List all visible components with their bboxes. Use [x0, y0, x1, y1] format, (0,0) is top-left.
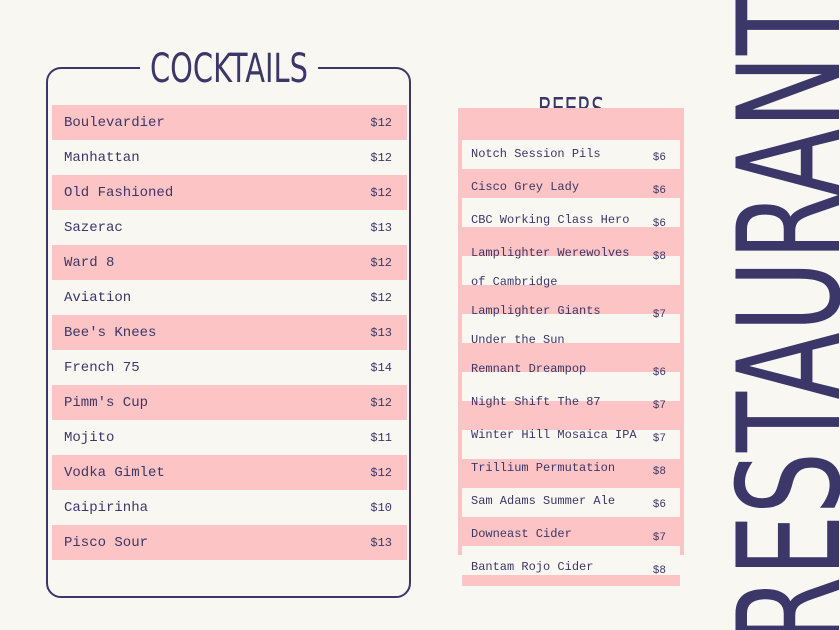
- cocktail-row: Pimm's Cup $12: [52, 385, 407, 420]
- beer-name: Trillium Permutation: [471, 461, 616, 475]
- cocktail-price: $13: [370, 220, 392, 235]
- cocktail-name: Bee's Knees: [64, 324, 157, 341]
- cocktail-row: Manhattan $12: [52, 140, 407, 175]
- beer-row: Cisco Grey Lady $6: [462, 173, 680, 206]
- cocktail-name: Ward 8: [64, 254, 115, 271]
- beer-row: Lamplighter Werewolves of Cambridge $8: [462, 239, 680, 297]
- beer-row: Remnant Dreampop $6: [462, 355, 680, 388]
- beer-price: $7: [652, 309, 666, 321]
- beer-row: Lamplighter Giants Under the Sun $7: [462, 297, 680, 355]
- beer-price: $6: [652, 152, 666, 164]
- cocktail-price: $13: [370, 535, 392, 550]
- cocktail-price: $12: [370, 290, 392, 305]
- cocktail-row: Bee's Knees $13: [52, 315, 407, 350]
- beer-name: Winter Hill Mosaica IPA: [471, 428, 637, 442]
- beer-price: $8: [652, 565, 666, 577]
- beer-price: $7: [652, 433, 666, 445]
- cocktail-name: Old Fashioned: [64, 184, 174, 201]
- beer-price: $8: [652, 466, 666, 478]
- cocktail-row: French 75 $14: [52, 350, 407, 385]
- cocktail-price: $12: [370, 150, 392, 165]
- beer-name: CBC Working Class Hero: [471, 213, 630, 227]
- beer-name: Cisco Grey Lady: [471, 180, 580, 194]
- cocktail-list: Boulevardier $12 Manhattan $12 Old Fashioned…: [52, 105, 407, 560]
- cocktail-price: $10: [370, 500, 392, 515]
- cocktail-name: Vodka Gimlet: [64, 464, 165, 481]
- cocktail-row: Old Fashioned $12: [52, 175, 407, 210]
- cocktail-price: $12: [370, 255, 392, 270]
- beer-name: Bantam Rojo Cider: [471, 560, 594, 574]
- cocktail-row: Boulevardier $12: [52, 105, 407, 140]
- cocktail-price: $12: [370, 395, 392, 410]
- cocktail-row: Vodka Gimlet $12: [52, 455, 407, 490]
- cocktail-price: $13: [370, 325, 392, 340]
- beer-name: Lamplighter Werewolves of Cambridge: [471, 246, 630, 289]
- beer-name: Sam Adams Summer Ale: [471, 494, 616, 508]
- beer-name: Notch Session Pils: [471, 147, 601, 161]
- beer-name: Night Shift The 87: [471, 395, 601, 409]
- beer-list: Notch Session Pils $6 Cisco Grey Lady $6 CBC…: [462, 140, 680, 586]
- beer-name: Remnant Dreampop: [471, 362, 587, 376]
- beer-price: $7: [652, 400, 666, 412]
- beer-row: Bantam Rojo Cider $8: [462, 553, 680, 586]
- cocktail-row: Aviation $12: [52, 280, 407, 315]
- title-gap: [140, 55, 318, 85]
- beer-price: $6: [652, 218, 666, 230]
- cocktail-name: Boulevardier: [64, 114, 165, 131]
- cocktail-name: Pisco Sour: [64, 534, 149, 551]
- beer-row: Sam Adams Summer Ale $6: [462, 487, 680, 520]
- cocktail-price: $14: [370, 360, 392, 375]
- beer-row: Night Shift The 87 $7: [462, 388, 680, 421]
- beer-row: Downeast Cider $7: [462, 520, 680, 553]
- cocktail-price: $12: [370, 115, 392, 130]
- cocktail-name: Sazerac: [64, 219, 123, 236]
- cocktail-price: $12: [370, 465, 392, 480]
- beer-row: Notch Session Pils $6: [462, 140, 680, 173]
- cocktails-title: COCKTAILS: [150, 46, 308, 92]
- beer-price: $6: [652, 499, 666, 511]
- cocktail-name: Pimm's Cup: [64, 394, 149, 411]
- beer-row: Trillium Permutation $8: [462, 454, 680, 487]
- brand-text: RESTAURANT: [708, 0, 840, 630]
- beer-panel: Notch Session Pils $6 Cisco Grey Lady $6 CBC…: [458, 108, 684, 586]
- beer-row: Winter Hill Mosaica IPA $7: [462, 421, 680, 454]
- cocktail-name: French 75: [64, 359, 140, 376]
- cocktail-row: Mojito $11: [52, 420, 407, 455]
- beer-price: $6: [652, 367, 666, 379]
- cocktail-row: Ward 8 $12: [52, 245, 407, 280]
- cocktail-name: Aviation: [64, 289, 132, 306]
- beer-name: Lamplighter Giants Under the Sun: [471, 304, 601, 347]
- beer-price: $7: [652, 532, 666, 544]
- beer-price: $6: [652, 185, 666, 197]
- beer-row: CBC Working Class Hero $6: [462, 206, 680, 239]
- cocktail-name: Manhattan: [64, 149, 140, 166]
- cocktail-name: Caipirinha: [64, 499, 149, 516]
- cocktail-row: Caipirinha $10: [52, 490, 407, 525]
- cocktail-row: Sazerac $13: [52, 210, 407, 245]
- cocktail-row: Pisco Sour $13: [52, 525, 407, 560]
- beer-price: $8: [652, 251, 666, 263]
- beer-name: Downeast Cider: [471, 527, 572, 541]
- cocktail-price: $11: [370, 430, 392, 445]
- cocktail-price: $12: [370, 185, 392, 200]
- cocktail-name: Mojito: [64, 429, 115, 446]
